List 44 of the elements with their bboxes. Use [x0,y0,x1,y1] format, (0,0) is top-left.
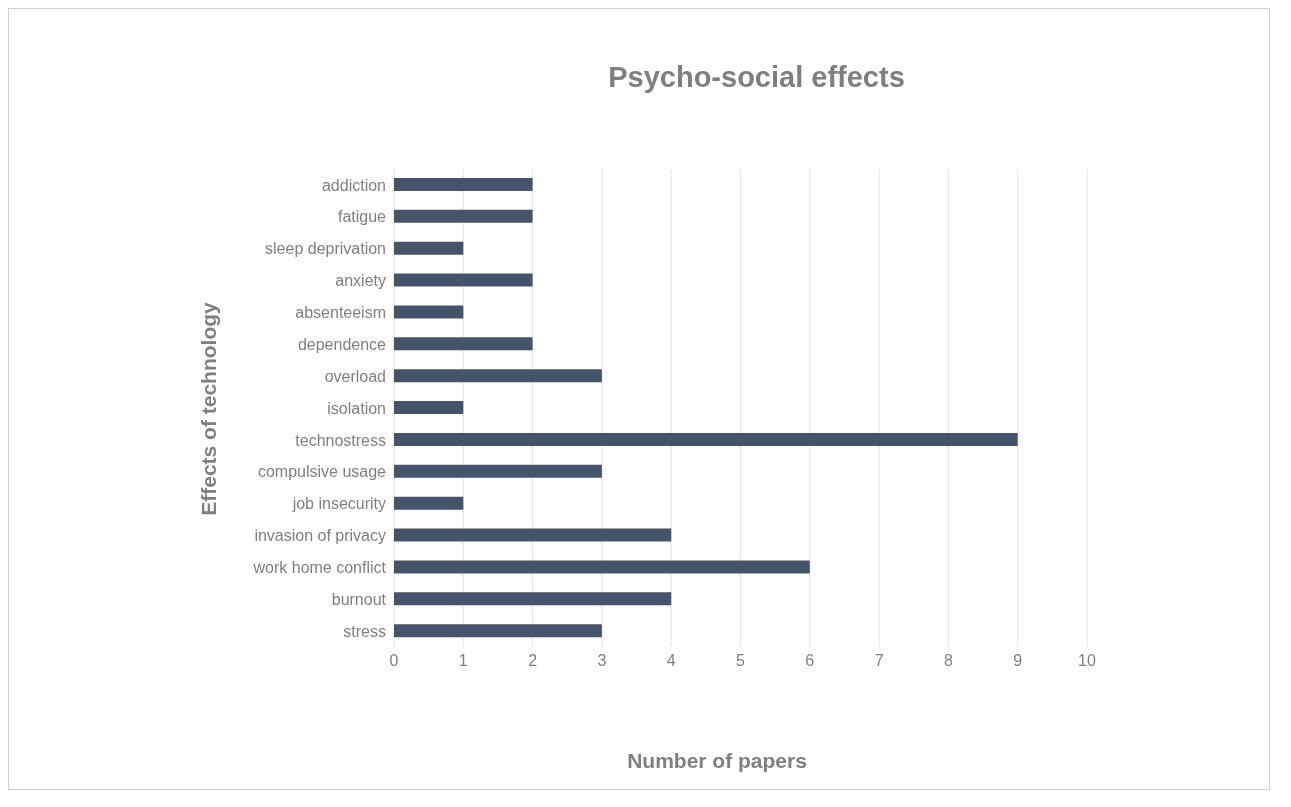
x-tick-label: 7 [874,652,884,670]
y-tick-label: invasion of privacy [254,527,386,545]
bar [394,496,464,510]
chart-title: Psycho-social effects [607,61,906,94]
bar [394,528,672,542]
y-tick-label: dependence [297,335,387,353]
bar [394,432,1018,446]
bar [394,624,602,638]
x-tick-label: 4 [666,652,676,670]
bar [394,273,533,287]
x-tick-label: 6 [805,652,815,670]
y-tick-label: compulsive usage [257,463,387,481]
y-tick-label: work home conflict [252,559,387,577]
y-tick-label: burnout [331,590,387,608]
bar [394,241,464,255]
y-tick-label: sleep deprivation [265,240,386,258]
bar [394,560,810,574]
y-tick-label: isolation [327,399,386,417]
x-tick-label: 9 [1013,652,1023,670]
bar [394,592,672,606]
y-tick-label: anxiety [335,272,386,290]
y-tick-label: addiction [321,176,386,194]
bar [394,337,533,351]
y-tick-label: overload [324,367,386,385]
bar [394,209,533,223]
x-tick-label: 5 [736,652,746,670]
y-tick-label: technostress [295,431,386,449]
bar [394,464,602,478]
y-tick-label: absenteeism [295,304,386,322]
x-tick-label: 8 [943,652,953,670]
bar [394,305,464,319]
y-tick-label: job insecurity [291,495,386,513]
x-tick-label: 10 [1078,652,1096,670]
x-axis-title: Number of papers [626,749,808,773]
x-tick-label: 2 [528,652,538,670]
bar [394,369,602,383]
bar [394,178,533,191]
y-tick-label: stress [343,622,386,640]
x-tick-label: 3 [597,652,607,670]
x-tick-label: 1 [458,652,468,670]
y-axis-title: Effects of technology [197,302,221,516]
y-tick-label: fatigue [337,208,387,226]
x-tick-label: 0 [389,652,399,670]
bar [394,401,464,415]
